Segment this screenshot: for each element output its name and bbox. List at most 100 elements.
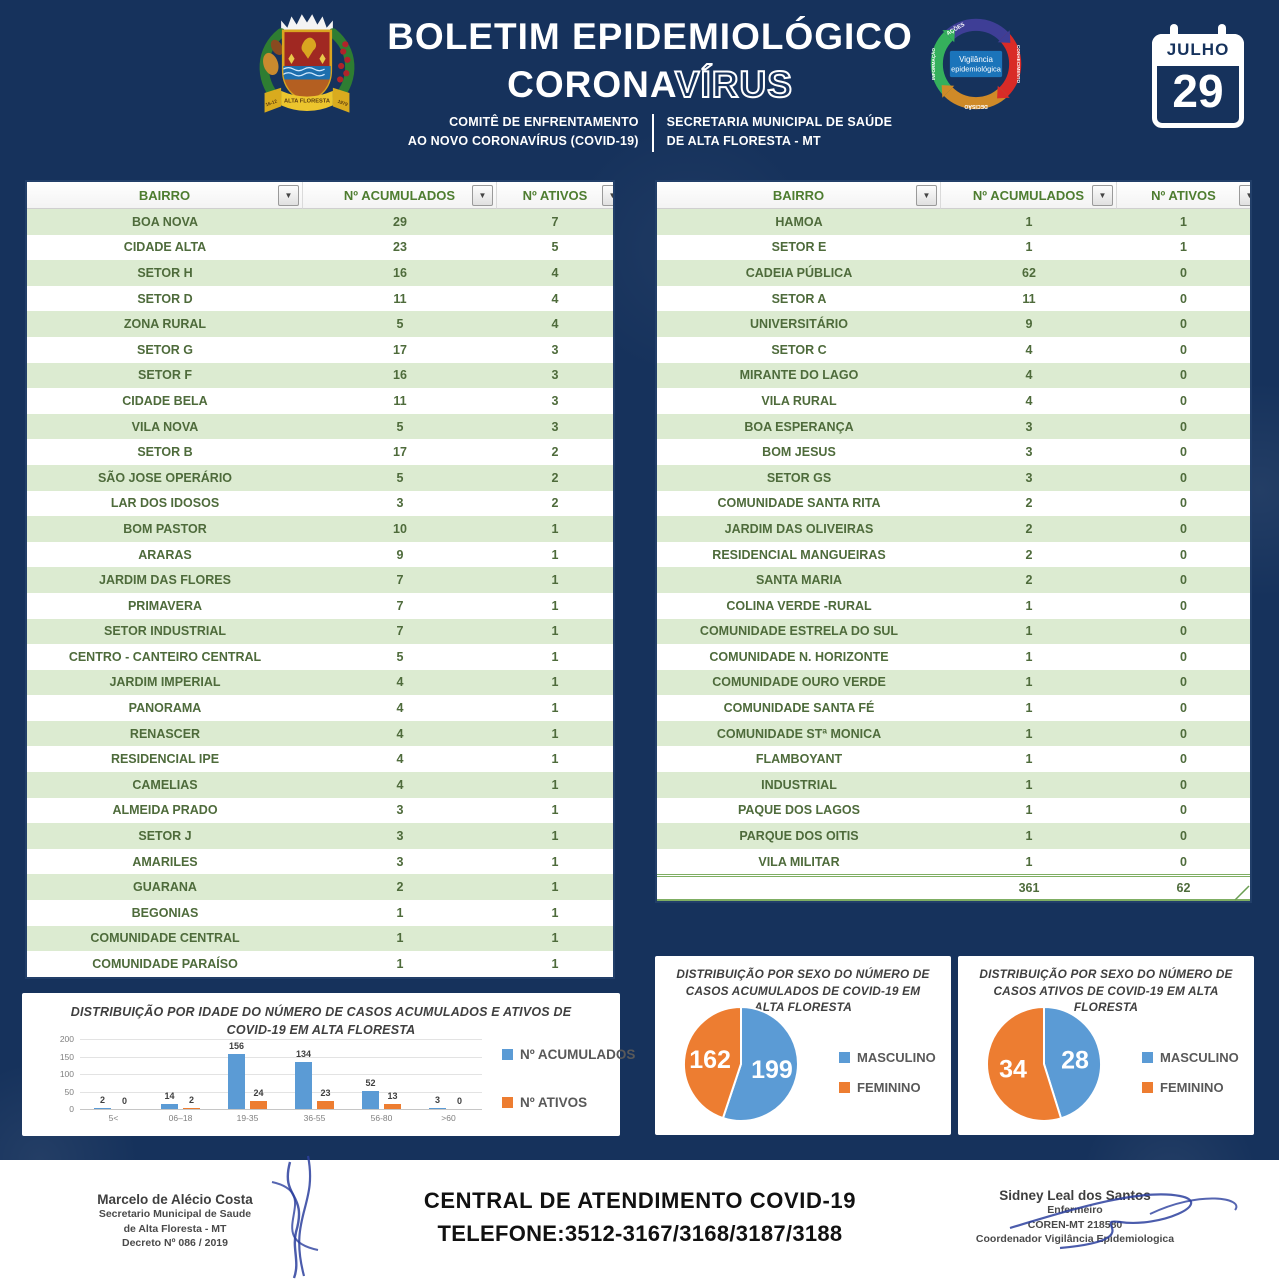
table-row[interactable]: SETOR C 4 0 bbox=[657, 337, 1250, 363]
bairro-cell[interactable]: SANTA MARIA bbox=[755, 573, 843, 588]
table-row[interactable]: SETOR H 16 4 bbox=[27, 260, 613, 286]
acumulados-cell[interactable]: 17 bbox=[393, 445, 407, 460]
bairro-cell[interactable]: SETOR A bbox=[771, 291, 827, 306]
table-row[interactable]: HAMOA 1 1 bbox=[657, 209, 1250, 235]
ativos-cell[interactable]: 1 bbox=[551, 931, 559, 946]
table-resize-corner[interactable] bbox=[1234, 885, 1250, 901]
bairro-cell[interactable]: SETOR J bbox=[138, 829, 192, 844]
acumulados-cell[interactable]: 1 bbox=[396, 905, 404, 920]
ativos-cell[interactable]: 1 bbox=[1180, 214, 1187, 229]
ativos-cell[interactable]: 1 bbox=[551, 880, 559, 895]
bairro-cell[interactable]: CIDADE ALTA bbox=[123, 240, 207, 255]
table-row[interactable]: PAQUE DOS LAGOS 1 0 bbox=[657, 798, 1250, 824]
table-row[interactable]: CIDADE BELA 11 3 bbox=[27, 388, 613, 414]
ativos-cell[interactable]: 0 bbox=[1180, 624, 1187, 639]
bairro-cell[interactable]: SETOR G bbox=[136, 342, 194, 357]
bairro-cell[interactable]: PRIMAVERA bbox=[127, 598, 203, 613]
acumulados-cell[interactable]: 16 bbox=[393, 368, 407, 383]
ativos-cell[interactable]: 4 bbox=[551, 291, 559, 306]
ativos-cell[interactable]: 0 bbox=[1180, 854, 1187, 869]
table-row[interactable]: LAR DOS IDOSOS 3 2 bbox=[27, 491, 613, 517]
ativos-cell[interactable]: 1 bbox=[551, 854, 559, 869]
acumulados-cell[interactable]: 1 bbox=[1025, 624, 1033, 639]
acumulados-cell[interactable]: 17 bbox=[393, 342, 407, 357]
filter-dropdown-icon[interactable]: ▼ bbox=[472, 185, 493, 206]
bairro-cell[interactable]: VILA NOVA bbox=[131, 419, 199, 434]
acumulados-cell[interactable]: 11 bbox=[1022, 291, 1036, 306]
bairro-cell[interactable]: PARQUE DOS OITIS bbox=[739, 829, 859, 844]
ativos-cell[interactable]: 0 bbox=[1180, 368, 1187, 383]
ativos-cell[interactable]: 1 bbox=[551, 777, 559, 792]
bairro-cell[interactable]: BEGONIAS bbox=[131, 905, 199, 920]
acumulados-cell[interactable]: 4 bbox=[396, 752, 404, 767]
acumulados-cell[interactable]: 7 bbox=[396, 598, 404, 613]
acumulados-cell[interactable]: 4 bbox=[1025, 342, 1033, 357]
bairro-cell[interactable]: JARDIM IMPERIAL bbox=[109, 675, 221, 690]
table-row[interactable]: SETOR INDUSTRIAL 7 1 bbox=[27, 618, 613, 645]
table-row[interactable]: SETOR GS 3 0 bbox=[657, 464, 1250, 491]
acumulados-cell[interactable]: 4 bbox=[396, 675, 404, 690]
table-row[interactable]: BOA ESPERANÇA 3 0 bbox=[657, 413, 1250, 440]
bairro-cell[interactable]: COMUNIDADE N. HORIZONTE bbox=[709, 649, 889, 664]
bairro-cell[interactable]: BOA ESPERANÇA bbox=[744, 419, 854, 434]
table-row[interactable]: SETOR E 1 1 bbox=[657, 235, 1250, 261]
bairro-cell[interactable]: JARDIM DAS OLIVEIRAS bbox=[724, 521, 874, 536]
table-row[interactable]: VILA MILITAR 1 0 bbox=[657, 849, 1250, 875]
ativos-cell[interactable]: 1 bbox=[551, 726, 559, 741]
table-row[interactable]: SETOR G 17 3 bbox=[27, 337, 613, 363]
table-row[interactable]: CENTRO - CANTEIRO CENTRAL 5 1 bbox=[27, 644, 613, 670]
table-row[interactable]: JARDIM DAS FLORES 7 1 bbox=[27, 567, 613, 593]
acumulados-cell[interactable]: 1 bbox=[1025, 675, 1033, 690]
ativos-cell[interactable]: 0 bbox=[1180, 521, 1187, 536]
acumulados-cell[interactable]: 10 bbox=[393, 521, 407, 536]
bairro-cell[interactable]: CADEIA PÚBLICA bbox=[745, 265, 853, 280]
ativos-cell[interactable]: 0 bbox=[1180, 752, 1187, 767]
table-row[interactable]: COMUNIDADE CENTRAL 1 1 bbox=[27, 925, 613, 952]
table-row[interactable]: PANORAMA 4 1 bbox=[27, 695, 613, 721]
bairro-cell[interactable]: INDUSTRIAL bbox=[761, 777, 837, 792]
bairro-cell[interactable]: BOM JESUS bbox=[762, 445, 836, 460]
bairro-cell[interactable]: SETOR H bbox=[137, 265, 193, 280]
table-row[interactable]: COMUNIDADE OURO VERDE 1 0 bbox=[657, 669, 1250, 696]
table-row[interactable]: SETOR D 11 4 bbox=[27, 286, 613, 312]
ativos-cell[interactable]: 0 bbox=[1180, 649, 1187, 664]
ativos-cell[interactable]: 0 bbox=[1180, 470, 1187, 485]
acumulados-cell[interactable]: 62 bbox=[1022, 265, 1036, 280]
acumulados-cell[interactable]: 3 bbox=[396, 854, 404, 869]
table-row[interactable]: SETOR F 16 3 bbox=[27, 362, 613, 389]
acumulados-cell[interactable]: 4 bbox=[396, 726, 404, 741]
bairro-cell[interactable]: COMUNIDADE CENTRAL bbox=[90, 931, 240, 946]
bairro-cell[interactable]: SETOR GS bbox=[766, 470, 832, 485]
acumulados-cell[interactable]: 4 bbox=[396, 701, 404, 716]
bairro-cell[interactable]: SETOR E bbox=[771, 240, 827, 255]
table-row[interactable]: CIDADE ALTA 23 5 bbox=[27, 235, 613, 261]
acumulados-cell[interactable]: 2 bbox=[1025, 521, 1033, 536]
table-row[interactable]: ARARAS 9 1 bbox=[27, 542, 613, 568]
table-row[interactable]: MIRANTE DO LAGO 4 0 bbox=[657, 362, 1250, 389]
bairro-cell[interactable]: CENTRO - CANTEIRO CENTRAL bbox=[68, 649, 262, 664]
filter-dropdown-icon[interactable]: ▼ bbox=[602, 185, 613, 206]
bairro-cell[interactable]: COLINA VERDE -RURAL bbox=[726, 598, 872, 613]
table-row[interactable]: COMUNIDADE SANTA FÉ 1 0 bbox=[657, 695, 1250, 721]
ativos-cell[interactable]: 1 bbox=[551, 803, 559, 818]
ativos-cell[interactable]: 4 bbox=[551, 265, 559, 280]
table-row[interactable]: RESIDENCIAL IPE 4 1 bbox=[27, 746, 613, 772]
bairro-cell[interactable]: LAR DOS IDOSOS bbox=[110, 496, 220, 511]
ativos-cell[interactable]: 1 bbox=[551, 598, 559, 613]
acumulados-cell[interactable]: 1 bbox=[1025, 649, 1033, 664]
acumulados-cell[interactable]: 3 bbox=[396, 803, 404, 818]
ativos-cell[interactable]: 0 bbox=[1180, 675, 1187, 690]
ativos-cell[interactable]: 4 bbox=[551, 317, 559, 332]
table-row[interactable]: GUARANA 2 1 bbox=[27, 874, 613, 901]
acumulados-cell[interactable]: 7 bbox=[396, 573, 404, 588]
acumulados-cell[interactable]: 16 bbox=[393, 265, 407, 280]
acumulados-cell[interactable]: 7 bbox=[396, 624, 404, 639]
acumulados-cell[interactable]: 3 bbox=[396, 496, 404, 511]
table-row[interactable]: VILA RURAL 4 0 bbox=[657, 388, 1250, 414]
table-row[interactable]: COMUNIDADE N. HORIZONTE 1 0 bbox=[657, 644, 1250, 670]
bairro-cell[interactable]: VILA MILITAR bbox=[758, 854, 840, 869]
table-row[interactable]: BEGONIAS 1 1 bbox=[27, 900, 613, 926]
bairro-cell[interactable]: MIRANTE DO LAGO bbox=[739, 368, 859, 383]
bairro-cell[interactable]: COMUNIDADE STª MONICA bbox=[716, 726, 882, 741]
bairro-cell[interactable]: SETOR B bbox=[137, 445, 193, 460]
